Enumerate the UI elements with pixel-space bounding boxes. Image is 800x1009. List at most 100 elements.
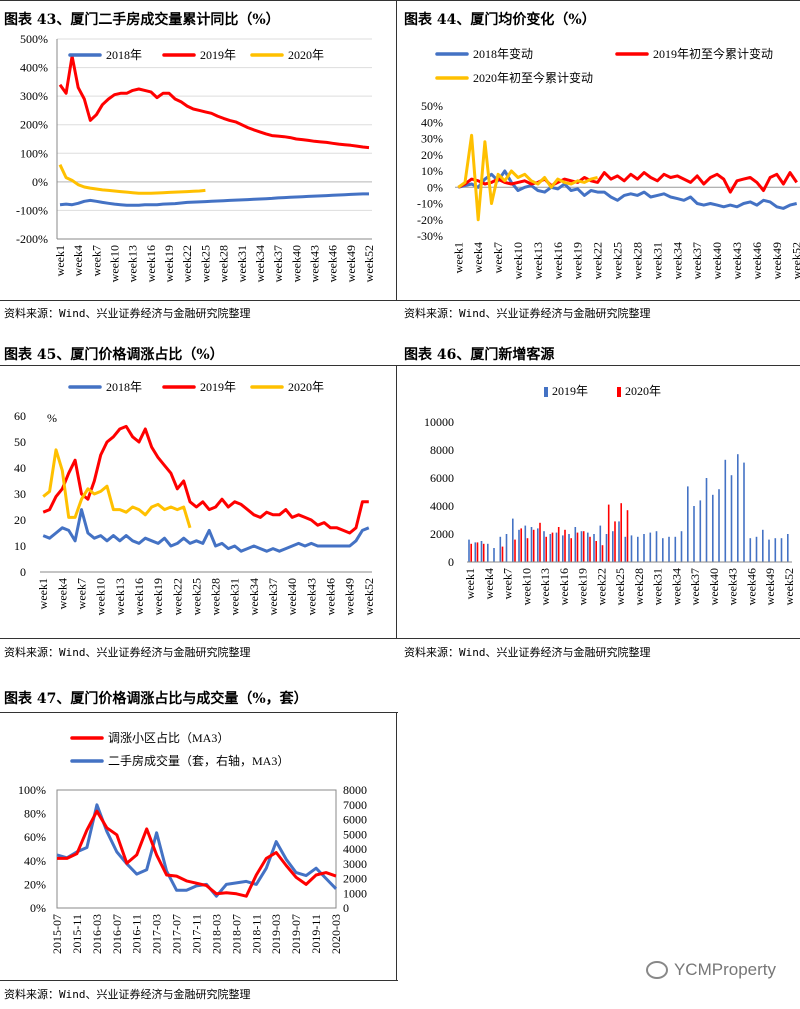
c45-y-tick-label: 30 [14,487,26,501]
c44-y-tick-label: -30% [417,229,443,243]
c44-y-tick-label: 50% [421,99,443,113]
c46-y-tick-label: 4000 [430,499,454,513]
c46-legend-label: 2020年 [625,384,661,398]
c46-bar-0 [774,538,777,562]
c46-bar-1 [607,504,610,562]
row1-divider [0,300,800,301]
c47-legend-label: 二手房成交量（套，右轴，MA3） [108,753,289,768]
c46-bar-0 [737,454,739,562]
c46-x-tick-label: week31 [651,568,665,605]
c47-plot-frame [56,789,337,909]
c45-x-tick-label: week49 [343,578,357,615]
c44-x-tick-label: week19 [571,242,585,279]
c46-bar-0 [712,494,714,562]
chart47-title: 图表 47、厦门价格调涨占比与成交量（%，套） [4,691,308,707]
c47-right-y-tick-label: 5000 [343,827,367,841]
c46-x-tick-label: week40 [707,568,721,605]
c46-bar-0 [624,536,627,562]
c46-bar-0 [493,548,495,562]
c43-y-tick-label: 100% [20,146,48,160]
c44-legend-label: 2019年初至今累计变动 [653,46,773,61]
c46-bar-0 [649,532,652,562]
c46-bar-0 [668,536,670,562]
c46-x-tick-label: week52 [782,568,796,605]
c44-y-tick-label: -20% [417,213,443,227]
c46-bar-1 [539,522,541,562]
c43-series-line-1 [58,54,370,150]
c46-bar-0 [780,538,783,562]
c46-bar-1 [545,536,547,562]
c45-unit-label: % [47,411,57,425]
c46-bar-1 [595,541,597,562]
row2-top [0,365,800,366]
c45-legend-label: 2018年 [106,380,142,394]
c46-bar-0 [699,500,702,562]
c43-x-tick-label: week16 [144,245,158,282]
c46-bar-0 [662,538,664,562]
c46-bar-0 [762,529,764,562]
c43-x-tick-label: week1 [53,245,67,276]
c46-bar-0 [605,534,608,562]
c43-y-tick-label: 400% [20,61,48,75]
c43-x-tick-label: week34 [253,245,267,282]
c46-bar-0 [755,536,758,562]
c45-y-tick-label: 50 [14,435,26,449]
c45-x-tick-label: week40 [285,578,299,615]
c46-y-tick-label: 8000 [430,443,454,457]
c44-x-tick-label: week28 [630,242,644,279]
c46-x-tick-label: week13 [538,568,552,605]
chart44-source: 资料来源：Wind、兴业证券经济与金融研究院整理 [404,307,651,320]
chart46-title: 图表 46、厦门新增客源 [404,347,555,363]
center-divider [396,0,397,300]
c47-left-y-tick-label: 100% [18,783,46,797]
c46-bar-1 [589,536,591,562]
c47-left-y-tick-label: 20% [24,877,46,891]
c46-bar-0 [543,531,545,562]
c46-bar-1 [576,532,579,562]
c46-x-tick-label: week43 [726,568,740,605]
c44-x-tick-label: week22 [591,242,605,279]
c46-bar-0 [468,539,470,562]
c45-x-tick-label: week10 [94,578,108,615]
c45-x-tick-label: week46 [324,578,338,615]
c46-legend-swatch [544,387,548,397]
c46-x-tick-label: week34 [669,568,683,605]
c46-x-tick-label: week1 [463,568,477,599]
c46-x-tick-label: week10 [519,568,533,605]
c46-bar-1 [470,543,472,562]
c46-x-tick-label: week25 [613,568,627,605]
c43-x-tick-label: week25 [198,245,212,282]
c44-x-tick-label: week7 [491,242,505,273]
c46-bar-0 [574,527,577,562]
c46-bar-0 [549,534,552,562]
c45-x-tick-label: week25 [189,578,203,615]
c46-x-tick-label: week4 [482,568,496,599]
row3-right [396,712,397,980]
c46-bar-0 [599,525,602,562]
c44-x-tick-label: week1 [451,242,465,273]
c43-y-tick-label: 0% [32,175,48,189]
c44-y-tick-label: -10% [417,197,443,211]
c46-bar-0 [562,535,564,562]
c43-series-line-2 [58,164,206,195]
c47-left-y-tick-label: 60% [24,830,46,844]
c43-y-tick-label: -200% [16,232,48,246]
c46-bar-1 [551,532,554,562]
c47-x-tick-label: 2019-11 [309,914,323,954]
c46-bar-0 [530,527,533,562]
c43-x-tick-label: week52 [362,245,376,282]
c44-x-tick-label: week46 [750,242,764,279]
chart47-source: 资料来源：Wind、兴业证券经济与金融研究院整理 [4,988,251,1001]
c46-bar-0 [555,532,558,562]
c43-x-tick-label: week46 [326,245,340,282]
c44-x-tick-label: week34 [670,242,684,279]
c44-x-tick-label: week49 [770,242,784,279]
c44-y-tick-label: 30% [421,132,443,146]
c45-legend-label: 2019年 [200,380,236,394]
c46-bar-1 [482,543,485,562]
c44-x-tick-label: week4 [471,242,485,273]
c43-x-tick-label: week22 [180,245,194,282]
c46-bar-0 [537,528,539,562]
c46-bar-1 [570,538,572,562]
c46-bar-0 [505,534,508,562]
